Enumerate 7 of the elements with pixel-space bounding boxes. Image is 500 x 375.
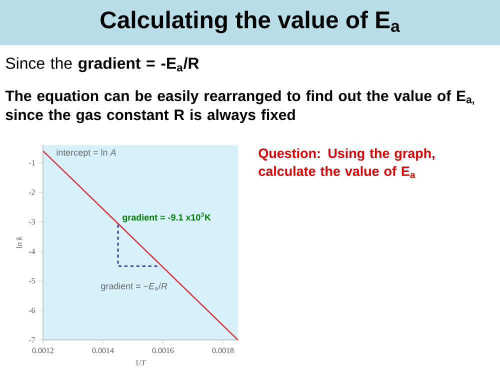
annotation: gradient = -9.1 x10$^{3}$K [122,212,211,222]
text: Question: Using the graph, calculate the value of E$_{a}$ [258,148,434,178]
text: Since the gradient = -E$_{a}$/R [6,57,199,72]
text: The equation can be easily rearranged to find out the value of E$_{a,}$ since the gas constant R is always fixed [5,90,474,124]
chart-title: Calculating the value of E$_{a}$ [100,10,400,34]
annotation: gradient = −E$_{a}$/R [101,282,168,292]
annotation: intercept = ln A [56,149,116,158]
